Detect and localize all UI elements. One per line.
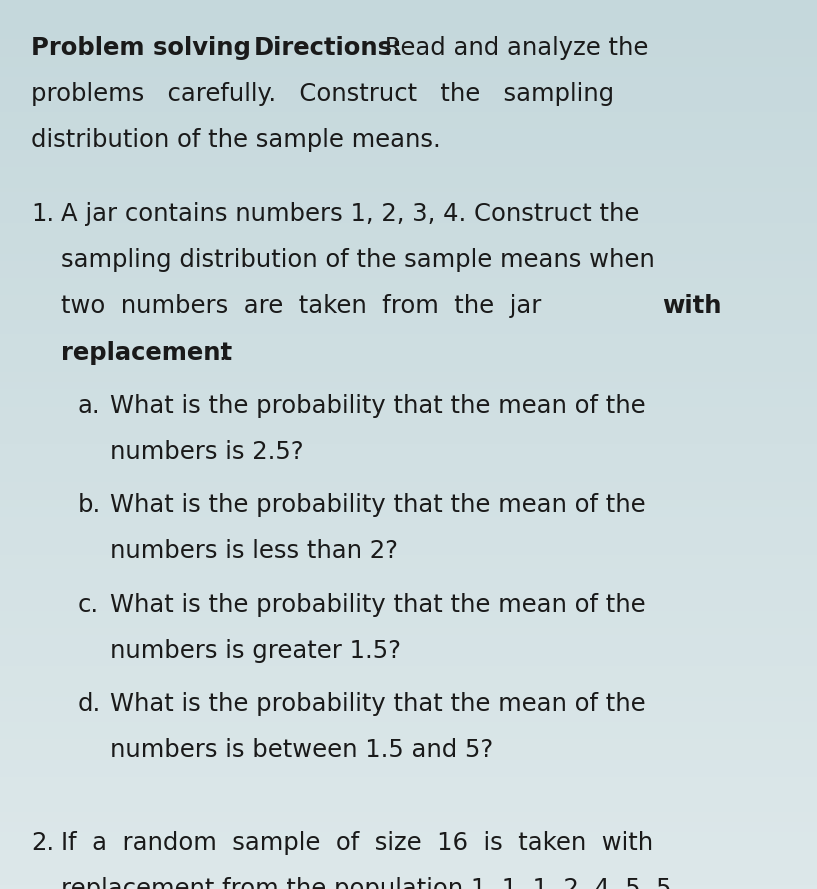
Text: replacement: replacement bbox=[61, 340, 232, 364]
Text: Read and analyze the: Read and analyze the bbox=[377, 36, 649, 60]
Text: What is the probability that the mean of the: What is the probability that the mean of… bbox=[110, 394, 646, 418]
Text: sampling distribution of the sample means when: sampling distribution of the sample mean… bbox=[61, 248, 655, 272]
Text: A jar contains numbers 1, 2, 3, 4. Construct the: A jar contains numbers 1, 2, 3, 4. Const… bbox=[61, 202, 640, 226]
Text: numbers is 2.5?: numbers is 2.5? bbox=[110, 440, 304, 464]
Text: distribution of the sample means.: distribution of the sample means. bbox=[31, 128, 441, 152]
Text: c.: c. bbox=[78, 593, 99, 617]
Text: Directions:: Directions: bbox=[253, 36, 402, 60]
Text: replacement from the population 1, 1, 1, 2, 4, 5, 5: replacement from the population 1, 1, 1,… bbox=[61, 877, 672, 889]
Text: What is the probability that the mean of the: What is the probability that the mean of… bbox=[110, 493, 646, 517]
Text: numbers is less than 2?: numbers is less than 2? bbox=[110, 540, 399, 564]
Text: .: . bbox=[218, 340, 225, 364]
Text: 1.: 1. bbox=[31, 202, 54, 226]
Text: Problem solving: Problem solving bbox=[31, 36, 251, 60]
Text: What is the probability that the mean of the: What is the probability that the mean of… bbox=[110, 593, 646, 617]
Text: .: . bbox=[242, 36, 257, 60]
Text: numbers is greater 1.5?: numbers is greater 1.5? bbox=[110, 639, 401, 663]
Text: What is the probability that the mean of the: What is the probability that the mean of… bbox=[110, 692, 646, 716]
Text: a.: a. bbox=[78, 394, 100, 418]
Text: d.: d. bbox=[78, 692, 100, 716]
Text: with: with bbox=[662, 294, 721, 318]
Text: problems   carefully.   Construct   the   sampling: problems carefully. Construct the sampli… bbox=[31, 82, 614, 106]
Text: two  numbers  are  taken  from  the  jar: two numbers are taken from the jar bbox=[61, 294, 557, 318]
Text: 2.: 2. bbox=[31, 830, 54, 854]
Text: b.: b. bbox=[78, 493, 100, 517]
Text: If  a  random  sample  of  size  16  is  taken  with: If a random sample of size 16 is taken w… bbox=[61, 830, 654, 854]
Text: numbers is between 1.5 and 5?: numbers is between 1.5 and 5? bbox=[110, 738, 493, 762]
